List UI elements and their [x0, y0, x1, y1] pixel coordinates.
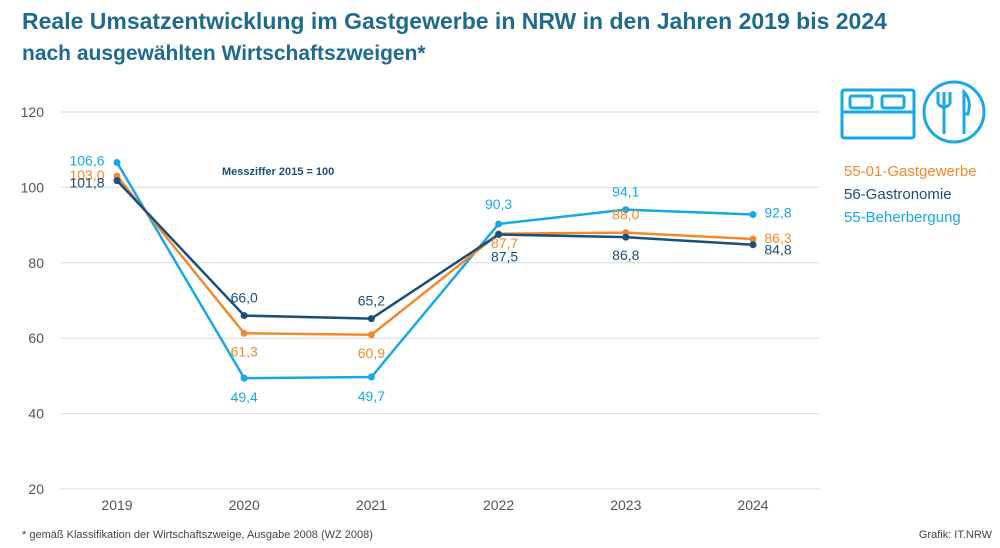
data-label-gastgewerbe: 86,3 [764, 230, 791, 246]
legend-item-beherbergung: 55-Beherbergung [844, 209, 961, 226]
data-point-gastronomie [240, 312, 248, 320]
data-label-beherbergung: 94,1 [612, 184, 639, 200]
data-point-gastgewerbe [367, 331, 375, 339]
data-label-gastronomie: 101,8 [69, 175, 104, 191]
x-tick-label: 2023 [610, 497, 641, 513]
y-tick-label: 120 [21, 104, 45, 120]
y-tick-label: 60 [28, 330, 44, 346]
legend-item-gastgewerbe: 55-01-Gastgewerbe [844, 163, 977, 180]
data-label-gastgewerbe: 103,0 [69, 167, 104, 183]
chart-subtitle: nach ausgewählten Wirtschaftszweigen* [22, 42, 426, 65]
data-labels: 106,6 49,4 49,7 90,3 94,1 92,8 103,0 61,3 60,9 87… [69, 153, 791, 406]
footnote: * gemäß Klassifikation der Wirtschaftszw… [22, 529, 373, 541]
x-tick-label: 2022 [483, 497, 514, 513]
data-point-gastronomie [622, 233, 630, 241]
data-label-gastgewerbe: 87,7 [491, 235, 518, 251]
data-label-beherbergung: 49,7 [358, 388, 385, 404]
chart-title: Reale Umsatzentwicklung im Gastgewerbe i… [22, 8, 887, 34]
data-point-gastronomie [495, 231, 503, 239]
data-point-gastgewerbe [749, 235, 757, 243]
x-tick-label: 2020 [229, 497, 260, 513]
data-label-gastronomie: 87,5 [491, 249, 518, 265]
x-axis-ticks: 2019 2020 2021 2022 2023 2024 [101, 497, 768, 513]
icon-group [838, 78, 988, 153]
data-point-gastronomie [113, 177, 121, 185]
data-label-gastronomie: 84,8 [764, 242, 791, 258]
data-point-gastgewerbe [240, 329, 248, 337]
data-point-beherbergung [622, 206, 630, 214]
data-point-gastronomie [749, 241, 757, 249]
data-point-beherbergung [749, 211, 757, 219]
data-label-beherbergung: 90,3 [485, 196, 512, 212]
data-label-beherbergung: 106,6 [69, 153, 104, 169]
series-line-gastgewerbe [116, 175, 754, 337]
data-label-gastronomie: 65,2 [358, 293, 385, 309]
y-tick-label: 20 [28, 481, 44, 497]
source-credit: Grafik: IT.NRW [918, 529, 992, 541]
gridlines [60, 111, 820, 490]
y-tick-label: 80 [28, 255, 44, 271]
data-label-gastronomie: 86,8 [612, 247, 639, 263]
y-tick-label: 40 [28, 406, 44, 422]
x-tick-label: 2019 [101, 497, 132, 513]
series-lines [113, 159, 757, 382]
data-point-gastronomie [367, 315, 375, 323]
data-label-gastgewerbe: 60,9 [358, 345, 385, 361]
data-label-gastgewerbe: 88,0 [612, 207, 639, 223]
data-label-gastronomie: 66,0 [231, 290, 258, 306]
data-point-beherbergung [495, 220, 503, 228]
series-line-beherbergung [115, 161, 754, 380]
bed-icon [840, 88, 916, 140]
data-point-beherbergung [240, 374, 248, 382]
x-tick-label: 2024 [737, 497, 768, 513]
y-tick-label: 100 [21, 179, 45, 195]
data-point-beherbergung [113, 159, 121, 167]
index-annotation: Messziffer 2015 = 100 [222, 166, 334, 178]
cutlery-icon [922, 80, 986, 144]
x-tick-label: 2021 [356, 497, 387, 513]
legend: 55-01-Gastgewerbe 56-Gastronomie 55-Behe… [844, 160, 977, 229]
y-axis-ticks: 20 40 60 80 100 120 [21, 104, 45, 497]
data-label-beherbergung: 49,4 [231, 389, 258, 405]
data-label-gastgewerbe: 61,3 [231, 343, 258, 359]
data-label-beherbergung: 92,8 [764, 205, 791, 221]
series-line-gastronomie [116, 179, 754, 320]
data-point-beherbergung [367, 373, 375, 381]
legend-item-gastronomie: 56-Gastronomie [844, 186, 952, 203]
